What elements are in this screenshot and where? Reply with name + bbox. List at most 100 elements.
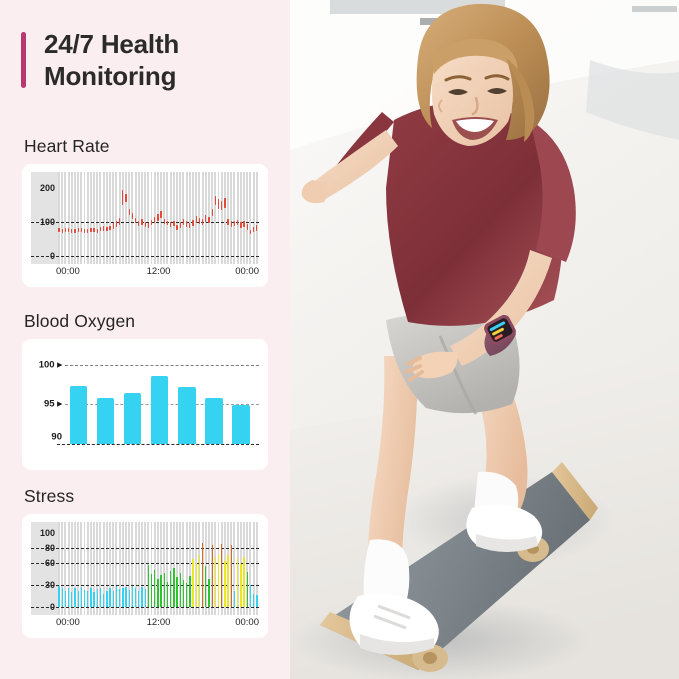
grid-column bbox=[243, 172, 246, 264]
grid-column bbox=[147, 172, 150, 264]
grid-column bbox=[105, 172, 108, 264]
grid-column bbox=[73, 522, 76, 615]
stress-bar bbox=[122, 587, 124, 607]
grid-column bbox=[89, 172, 92, 264]
heart-rate-bar bbox=[112, 223, 114, 229]
grid-column bbox=[211, 172, 214, 264]
heart-rate-bar bbox=[221, 201, 223, 210]
heart-rate-bar bbox=[119, 218, 121, 225]
grid-column bbox=[64, 172, 67, 264]
grid-column bbox=[99, 172, 102, 264]
stress-chart: 0 30 60 80 100 00:00 12:00 00:00 bbox=[31, 522, 259, 632]
grid-column bbox=[128, 172, 131, 264]
grid-column bbox=[83, 522, 86, 615]
section-stress: Stress 0 30 60 80 100 00:00 12:00 00:00 bbox=[22, 486, 268, 638]
grid-column bbox=[220, 172, 223, 264]
blood-oxygen-bar bbox=[96, 398, 115, 444]
grid-column bbox=[179, 172, 182, 264]
leg-front bbox=[367, 356, 418, 590]
stress-y-label: 0 bbox=[49, 602, 55, 612]
grid-column bbox=[96, 172, 99, 264]
grid-column bbox=[125, 522, 127, 615]
stress-bar bbox=[170, 570, 172, 607]
heart-rate-bar bbox=[106, 226, 108, 231]
grid-column bbox=[179, 522, 182, 615]
left-info-panel: 24/7 Health Monitoring Heart Rate 0 100 20… bbox=[0, 0, 290, 679]
stress-bar bbox=[93, 592, 95, 607]
grid-column bbox=[233, 172, 236, 264]
grid-column bbox=[217, 172, 220, 264]
heart-rate-bar bbox=[134, 218, 137, 224]
stress-bar bbox=[128, 589, 130, 607]
stress-bar bbox=[192, 558, 194, 607]
heart-rate-bar bbox=[201, 218, 204, 225]
stress-bar bbox=[106, 590, 108, 607]
grid-column bbox=[160, 172, 163, 264]
heart-rate-bar bbox=[157, 213, 159, 221]
grid-column bbox=[192, 172, 194, 264]
heart-rate-bar bbox=[141, 218, 143, 225]
heart-rate-bar bbox=[230, 221, 232, 227]
stress-bar bbox=[237, 558, 239, 607]
grid-column bbox=[89, 522, 92, 615]
heart-rate-bar bbox=[163, 218, 165, 225]
blood-oxygen-card: 1234567100 ▸95 ▸90 bbox=[22, 339, 268, 470]
heart-rate-bar bbox=[249, 229, 252, 235]
stress-bar bbox=[176, 577, 178, 607]
stress-bar bbox=[125, 587, 127, 607]
stress-bar bbox=[87, 591, 89, 607]
eyebrow-right bbox=[484, 74, 510, 81]
gridline-80 bbox=[31, 547, 259, 549]
blood-oxygen-bar bbox=[178, 387, 196, 444]
heart-rate-bar bbox=[195, 215, 197, 223]
hair bbox=[416, 3, 550, 140]
eye-left bbox=[448, 89, 468, 95]
gridline-30 bbox=[31, 584, 259, 586]
grid-column bbox=[169, 522, 172, 615]
stress-bar bbox=[150, 574, 153, 607]
lifestyle-photo bbox=[290, 0, 679, 679]
blood-oxygen-chart: 1234567100 ▸95 ▸90 bbox=[31, 349, 259, 452]
page-title-text: 24/7 Health Monitoring bbox=[44, 29, 180, 91]
blood-oxygen-bar bbox=[232, 405, 250, 444]
heart-rate-bar bbox=[205, 215, 207, 223]
stress-y-label: 80 bbox=[44, 542, 55, 553]
heart-rate-bar bbox=[125, 194, 127, 202]
title-accent-bar bbox=[21, 32, 26, 88]
stress-bar bbox=[221, 544, 223, 607]
stress-x-axis: 00:00 12:00 00:00 bbox=[31, 617, 259, 632]
heart-rate-bar bbox=[253, 226, 255, 232]
grid-column bbox=[150, 522, 153, 615]
heart-rate-bar bbox=[224, 198, 226, 208]
eyebrow-left bbox=[444, 75, 472, 82]
grid-column bbox=[201, 172, 204, 264]
heart-rate-bar bbox=[109, 225, 111, 231]
grid-column bbox=[150, 172, 153, 264]
section-blood-oxygen: Blood Oxygen 1234567100 ▸95 ▸90 bbox=[22, 311, 268, 470]
stress-bar bbox=[198, 555, 201, 607]
grid-column bbox=[77, 172, 80, 264]
stress-bar bbox=[249, 584, 252, 607]
arm-left bbox=[312, 130, 398, 200]
arm-right bbox=[450, 250, 552, 366]
stress-bar bbox=[166, 581, 169, 607]
heart-rate-bar bbox=[128, 208, 130, 216]
grid-column bbox=[131, 522, 134, 615]
stress-bar bbox=[186, 582, 188, 607]
grid-column bbox=[86, 522, 89, 615]
grid-column bbox=[93, 172, 96, 264]
grid-column bbox=[176, 172, 179, 264]
hand-left bbox=[301, 180, 328, 204]
grid-column bbox=[176, 522, 179, 615]
heart-rate-y-label: 200 bbox=[39, 183, 55, 194]
smartwatch bbox=[484, 314, 516, 356]
heart-rate-bar bbox=[233, 220, 236, 227]
stress-bar bbox=[80, 587, 83, 607]
grid-column bbox=[252, 172, 255, 264]
stress-bar bbox=[157, 578, 159, 607]
grid-column bbox=[166, 522, 169, 615]
gridline-90 bbox=[57, 444, 259, 445]
grid-column bbox=[223, 172, 226, 264]
heart-rate-bar bbox=[80, 228, 82, 233]
stress-bar bbox=[58, 585, 60, 607]
